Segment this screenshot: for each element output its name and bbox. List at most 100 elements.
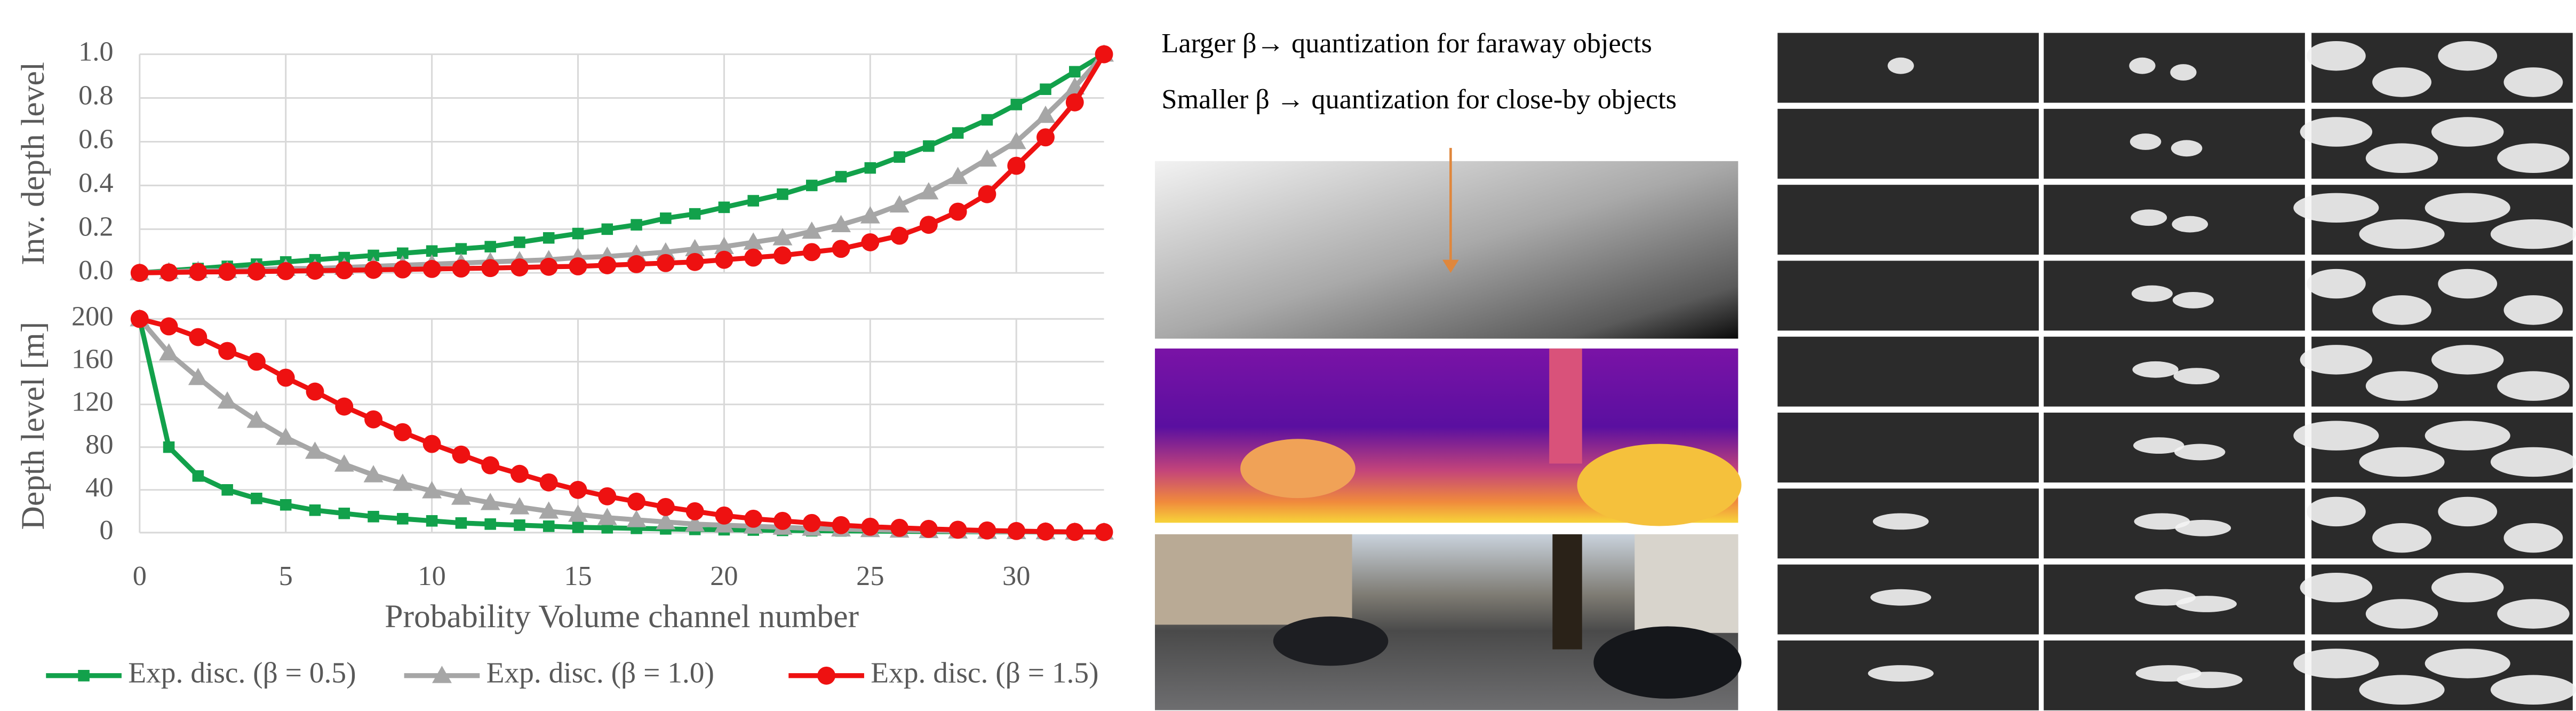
x-tick-label: 0	[133, 560, 147, 591]
marker	[510, 464, 529, 483]
marker	[309, 504, 321, 516]
marker	[948, 520, 967, 539]
marker	[744, 248, 763, 267]
marker	[251, 493, 262, 504]
blob	[2438, 268, 2498, 299]
marker	[919, 182, 939, 200]
marker	[509, 497, 530, 515]
blob	[2175, 519, 2231, 536]
marker	[656, 242, 676, 260]
marker	[890, 518, 909, 537]
blob	[2300, 572, 2373, 603]
images	[1155, 148, 1742, 710]
blob	[2176, 596, 2237, 612]
marker	[601, 223, 613, 235]
marker	[685, 239, 705, 257]
marker	[247, 352, 266, 371]
blob	[2133, 437, 2184, 454]
marker	[861, 233, 880, 251]
marker	[338, 508, 350, 519]
marker	[597, 508, 617, 525]
marker	[919, 216, 938, 234]
panel	[1777, 336, 2039, 407]
marker	[948, 202, 967, 221]
panel	[2044, 260, 2305, 331]
blob	[2134, 513, 2190, 530]
marker	[685, 252, 704, 271]
marker	[978, 185, 996, 203]
marker	[189, 263, 208, 281]
marker	[861, 517, 880, 536]
blob	[2359, 447, 2445, 477]
blob	[2365, 143, 2438, 173]
marker	[334, 454, 354, 472]
attention-grid	[1777, 33, 2576, 710]
marker	[835, 171, 847, 183]
blob	[2431, 572, 2504, 603]
car	[1240, 439, 1355, 499]
blob	[2306, 268, 2366, 299]
marker	[276, 428, 296, 445]
x-tick-label: 25	[856, 560, 884, 591]
marker	[364, 260, 382, 279]
marker	[130, 264, 149, 282]
blob	[2132, 361, 2179, 378]
marker	[1035, 105, 1056, 123]
series-line	[139, 53, 1106, 275]
x-tick-label: 5	[279, 560, 293, 591]
marker	[422, 259, 441, 278]
marker	[192, 470, 204, 482]
blob	[2300, 117, 2373, 147]
building	[1155, 534, 1352, 625]
marker	[422, 481, 442, 499]
marker	[306, 262, 324, 280]
blob	[2503, 523, 2563, 553]
legend-marker	[432, 666, 452, 683]
marker	[772, 228, 793, 246]
marker	[484, 241, 496, 252]
marker	[397, 513, 409, 525]
blob	[1887, 57, 1914, 74]
blob	[2503, 67, 2563, 97]
caption: Larger β→ quantization for faraway objec…	[1161, 28, 1652, 59]
marker	[481, 456, 500, 475]
marker	[832, 240, 850, 258]
marker	[159, 343, 179, 361]
marker	[368, 511, 379, 523]
blob	[2365, 371, 2438, 401]
marker	[656, 254, 675, 272]
marker	[159, 263, 178, 282]
legend-label: Exp. disc. (β = 1.5)	[871, 656, 1098, 689]
marker	[480, 493, 500, 510]
blob	[2425, 193, 2510, 223]
marker	[455, 243, 467, 255]
y-tick-label: 40	[85, 472, 113, 503]
blob	[2372, 67, 2431, 97]
marker	[397, 247, 409, 259]
y-tick-label: 0.2	[78, 211, 113, 242]
building	[1634, 534, 1738, 633]
marker	[747, 195, 759, 207]
y-tick-label: 1.0	[78, 36, 113, 67]
marker	[802, 514, 821, 532]
blob	[2176, 672, 2243, 689]
legend-marker	[78, 669, 90, 682]
marker	[1065, 523, 1084, 541]
marker	[1065, 93, 1084, 112]
marker	[455, 517, 467, 529]
tree	[1549, 348, 1582, 464]
blob	[2131, 285, 2173, 302]
marker	[890, 226, 909, 245]
marker	[977, 149, 997, 167]
marker	[656, 512, 676, 530]
marker	[305, 441, 325, 459]
blob	[2172, 216, 2208, 233]
car	[1577, 444, 1742, 526]
marker	[422, 434, 441, 453]
panel	[1777, 185, 2039, 255]
x-axis-label: Probability Volume channel number	[385, 598, 859, 635]
marker	[715, 250, 733, 269]
marker	[627, 255, 646, 273]
blob	[2503, 295, 2563, 325]
marker	[335, 261, 354, 280]
